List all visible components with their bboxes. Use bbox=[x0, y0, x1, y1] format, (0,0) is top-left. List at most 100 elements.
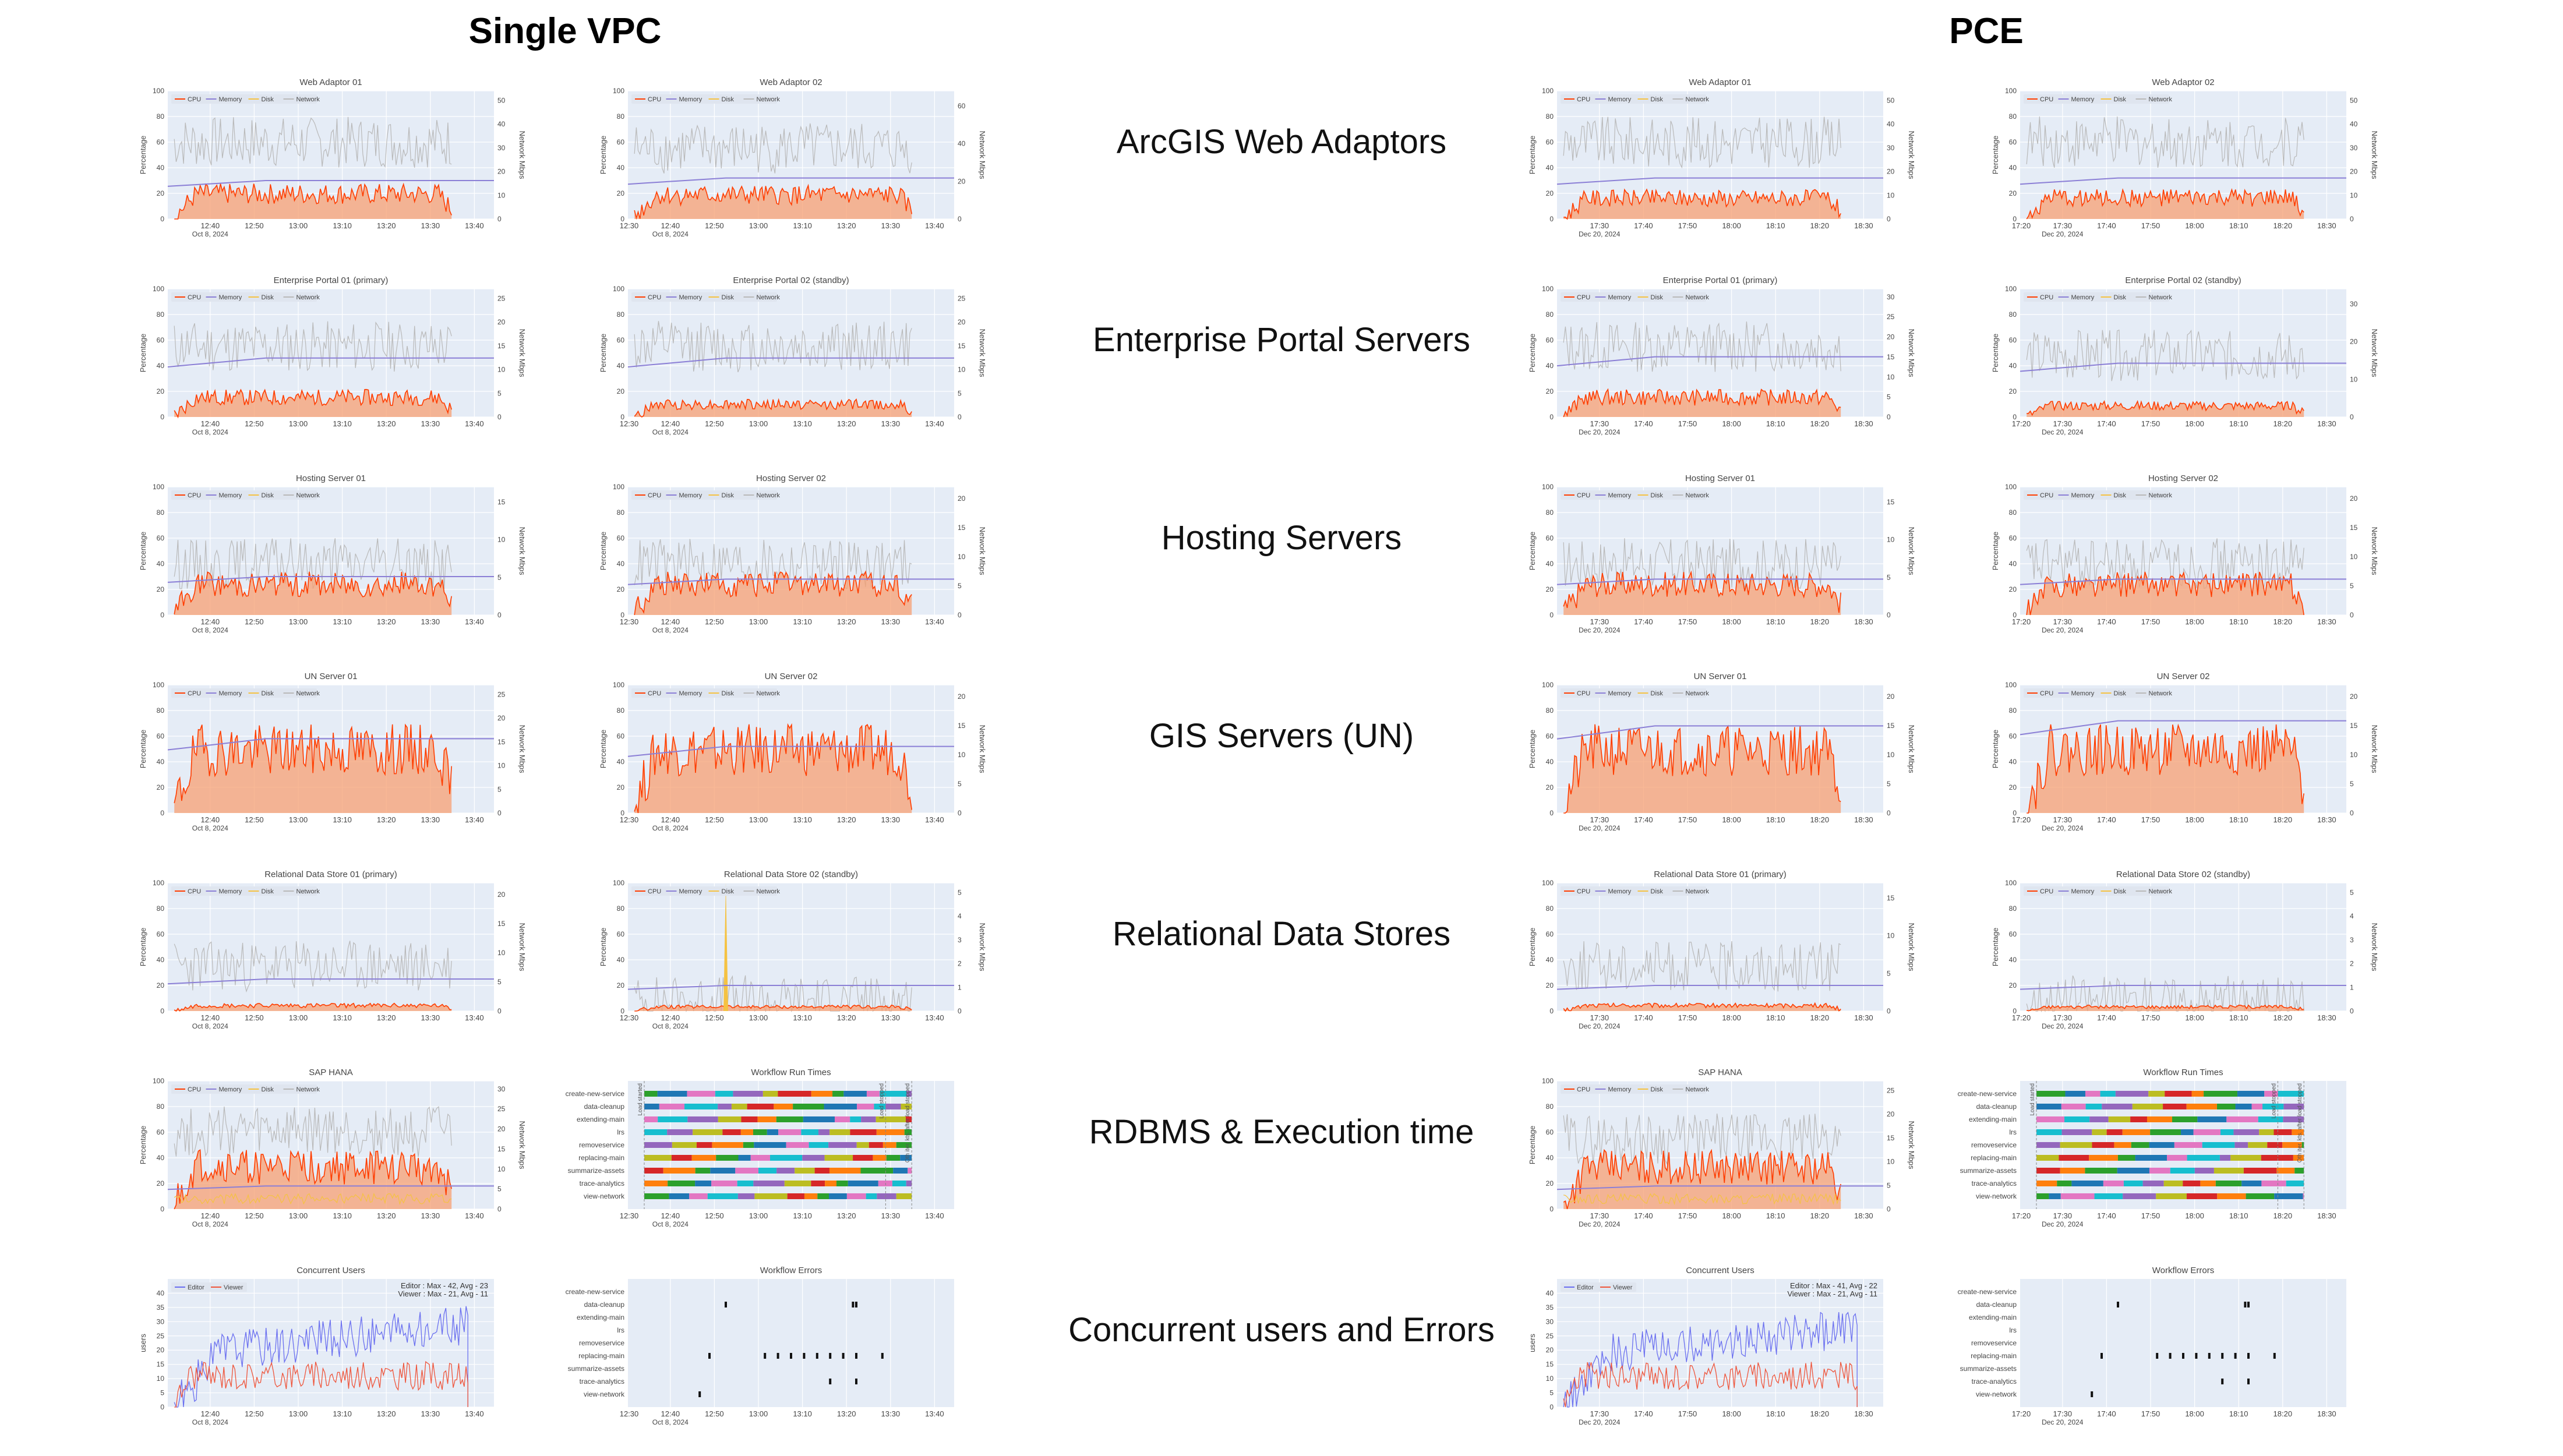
workflow-run-bar bbox=[2106, 1129, 2123, 1135]
memory-series bbox=[167, 738, 494, 751]
memory-series bbox=[167, 576, 494, 583]
y2-tick-label: 15 bbox=[1887, 722, 1895, 730]
chart-svg: Web Adaptor 01 12:40 12:50 13:00 13:10 13:20 1… bbox=[139, 77, 527, 238]
y2-tick-label: 30 bbox=[497, 144, 506, 152]
workflow-run-bar bbox=[803, 1116, 835, 1122]
y-tick-label: 100 bbox=[613, 681, 624, 689]
x-date-label: Dec 20, 2024 bbox=[1579, 1418, 1621, 1426]
network-series bbox=[174, 1106, 452, 1157]
workflow-label: summarize-assets bbox=[1960, 1167, 2017, 1175]
workflow-run-bar bbox=[2142, 1181, 2164, 1186]
legend-item: Network bbox=[2149, 492, 2173, 499]
plot-area bbox=[1557, 883, 1883, 1011]
y-tick-label: 40 bbox=[617, 956, 625, 964]
workflow-run-bar bbox=[2036, 1155, 2059, 1161]
series-group bbox=[167, 941, 494, 1012]
legend-item: Disk bbox=[262, 690, 274, 697]
chart-panel: UN Server 01 17:30 17:40 17:50 18:00 18:10 18:… bbox=[1523, 670, 1931, 862]
x-tick-label: 18:30 bbox=[1854, 1409, 1873, 1418]
y-tick-label: 20 bbox=[157, 1346, 165, 1354]
x-tick-label: 13:00 bbox=[749, 221, 768, 230]
cpu-area bbox=[1563, 389, 1841, 417]
y-axis-title: Percentage bbox=[599, 928, 608, 967]
y-tick-label: 40 bbox=[157, 362, 165, 370]
chart-panel: Enterprise Portal 02 (standby) 17:30 17:40… bbox=[1986, 274, 2394, 466]
workflow-run-bar bbox=[2197, 1116, 2227, 1122]
y2-tick-label: 25 bbox=[497, 690, 506, 698]
y-tick-label: 0 bbox=[160, 1205, 164, 1213]
x-tick-label: 12:40 bbox=[201, 221, 220, 230]
workflow-run-bar bbox=[2241, 1181, 2262, 1186]
y2-axis-title: Network Mbps bbox=[2370, 328, 2379, 377]
x-tick-label: 18:30 bbox=[1854, 617, 1873, 626]
error-mark bbox=[2221, 1379, 2224, 1384]
row-label: GIS Servers (UN) bbox=[1149, 717, 1414, 755]
x-tick-label: 12:40 bbox=[201, 815, 220, 824]
workflow-run-bar bbox=[2193, 1129, 2220, 1135]
x-tick-label: 17:40 bbox=[2097, 815, 2116, 824]
workflow-run-bar bbox=[848, 1181, 878, 1186]
legend-item: Memory bbox=[1608, 888, 1632, 895]
chart-svg: Hosting Server 02 17:30 17:40 17:50 18:00 18:… bbox=[1991, 473, 2379, 634]
legend-item: Viewer bbox=[1613, 1284, 1633, 1291]
workflow-run-bar bbox=[2115, 1091, 2149, 1097]
legend-item: Disk bbox=[1651, 690, 1664, 697]
y2-tick-label: 4 bbox=[958, 912, 962, 920]
disk-series bbox=[723, 883, 728, 1011]
workflow-label: data-cleanup bbox=[1976, 1102, 2017, 1111]
x-tick-label: 13:20 bbox=[377, 419, 396, 428]
x-tick-label: 13:40 bbox=[465, 419, 484, 428]
x-tick-label: 13:40 bbox=[465, 1409, 484, 1418]
y-tick-label: 15 bbox=[1546, 1360, 1554, 1369]
y-tick-label: 80 bbox=[2009, 508, 2017, 517]
y-tick-label: 60 bbox=[617, 534, 625, 542]
y-tick-label: 80 bbox=[1546, 508, 1554, 517]
chart-title: Web Adaptor 01 bbox=[1689, 77, 1751, 87]
workflow-run-bar bbox=[2085, 1104, 2102, 1109]
x-tick-label: 12:30 bbox=[620, 221, 639, 230]
series-group bbox=[1556, 941, 1883, 1012]
users-annotation: Viewer : Max - 21, Avg - 11 bbox=[398, 1289, 488, 1298]
y2-tick-label: 0 bbox=[497, 413, 502, 421]
y-tick-label: 80 bbox=[617, 112, 625, 121]
workflow-run-bar bbox=[801, 1129, 819, 1135]
workflow-run-bar bbox=[2135, 1155, 2167, 1161]
memory-series bbox=[627, 985, 954, 990]
y2-tick-label: 5 bbox=[958, 389, 962, 397]
workflow-label: trace-analytics bbox=[1972, 1179, 2017, 1188]
y-tick-label: 0 bbox=[160, 1007, 164, 1015]
y-tick-label: 0 bbox=[620, 215, 624, 223]
x-tick-label: 13:00 bbox=[289, 815, 308, 824]
error-mark bbox=[2247, 1379, 2250, 1384]
workflow-run-bar bbox=[882, 1142, 896, 1148]
workflow-run-bar bbox=[2060, 1142, 2092, 1148]
x-tick-label: 13:30 bbox=[421, 221, 440, 230]
y2-axis-title: Network Mbps bbox=[518, 725, 527, 773]
x-tick-label: 17:30 bbox=[2053, 1013, 2073, 1022]
y2-axis-title: Network Mbps bbox=[2370, 526, 2379, 575]
x-tick-label: 18:00 bbox=[1722, 617, 1741, 626]
legend: CPU Memory Disk Network bbox=[1561, 292, 1709, 302]
y-tick-label: 60 bbox=[1546, 732, 1554, 740]
error-mark bbox=[803, 1353, 806, 1359]
y2-tick-label: 20 bbox=[958, 692, 966, 701]
chart-title: Enterprise Portal 02 (standby) bbox=[2125, 275, 2241, 285]
y2-tick-label: 15 bbox=[1887, 498, 1895, 506]
legend-item: CPU bbox=[648, 492, 661, 499]
x-tick-label: 13:00 bbox=[289, 1409, 308, 1418]
chart-svg: Web Adaptor 02 17:30 17:40 17:50 18:00 18:10 1… bbox=[1991, 77, 2379, 238]
x-tick-label: 18:30 bbox=[1854, 1013, 1873, 1022]
y2-tick-label: 15 bbox=[2350, 524, 2358, 532]
workflow-run-bar bbox=[778, 1129, 802, 1135]
legend: CPU Memory Disk Network bbox=[1561, 1084, 1709, 1094]
x-tick-label: 17:50 bbox=[1678, 419, 1697, 428]
cpu-area bbox=[174, 389, 452, 417]
network-series bbox=[174, 941, 452, 993]
y-tick-label: 0 bbox=[160, 809, 164, 817]
y-tick-label: 40 bbox=[1546, 362, 1554, 370]
chart-svg: Relational Data Store 02 (standby) 17:30 1… bbox=[1991, 870, 2379, 1030]
workflow-run-bar bbox=[2149, 1168, 2170, 1174]
y-tick-label: 80 bbox=[1546, 1102, 1554, 1111]
chart-title: UN Server 02 bbox=[765, 672, 818, 681]
legend-item: CPU bbox=[648, 96, 661, 103]
